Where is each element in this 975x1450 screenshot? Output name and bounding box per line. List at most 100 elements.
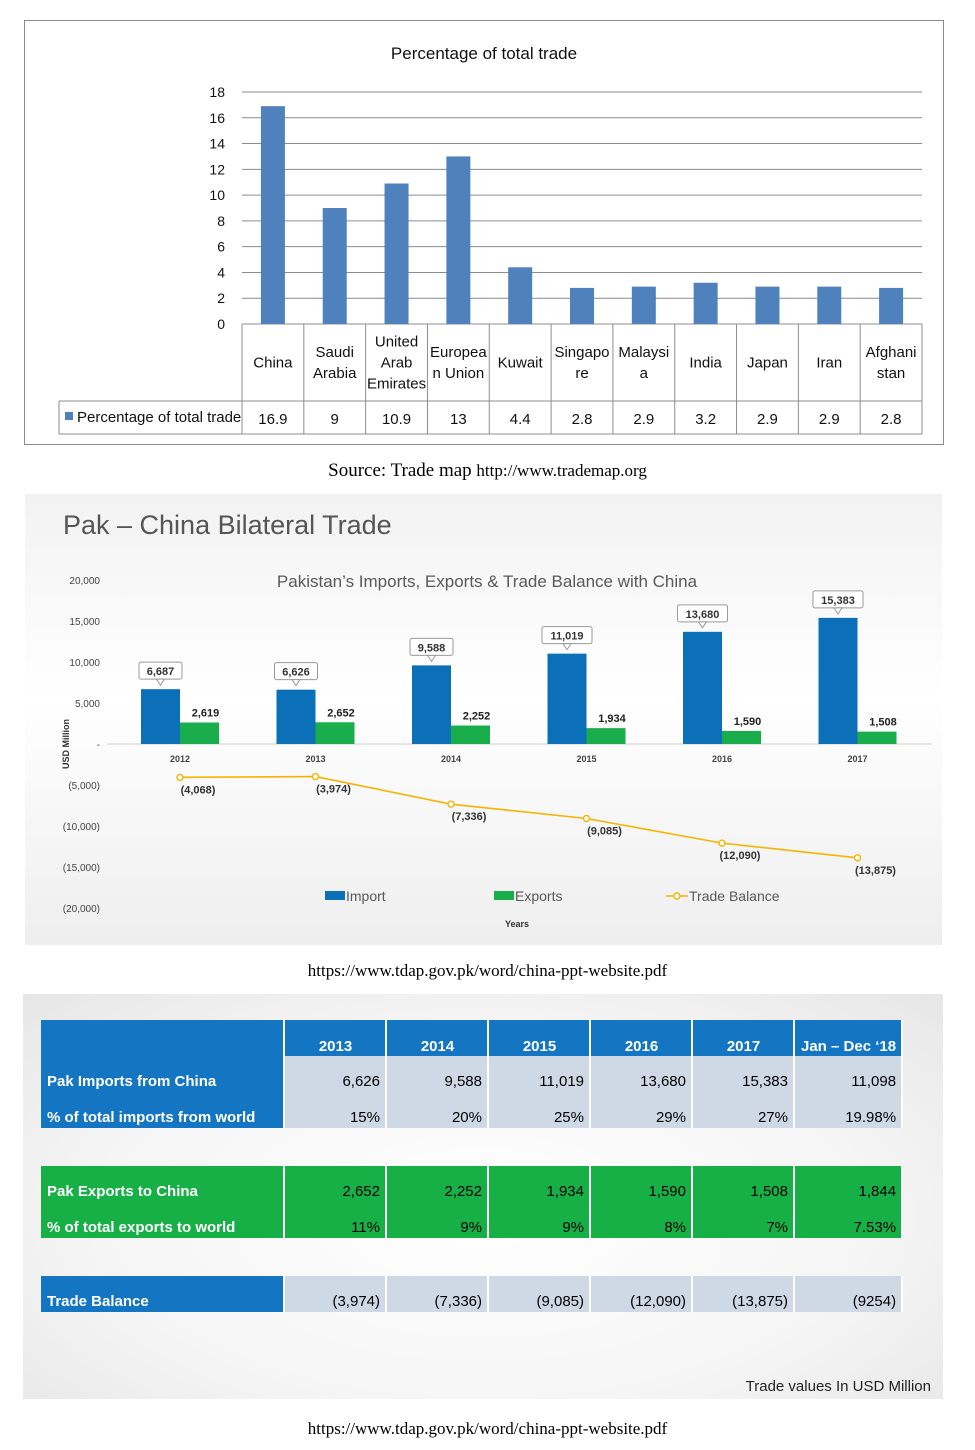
trade-balance-label: (3,974) [316,784,351,796]
bilateral-trade-panel: Pak – China Bilateral Trade Pakistan’s I… [25,494,942,945]
y-tick-label: 0 [217,316,225,332]
table-cell: 19.98% [794,1092,904,1128]
export-data-label: 2,619 [192,708,220,720]
import-bar [276,689,316,744]
export-bar [451,725,490,744]
export-bar [586,728,626,744]
table-cell: 9% [488,1202,591,1238]
table-cell: 20% [386,1092,489,1128]
row-label: Pak Imports from China [41,1056,285,1092]
export-bar [315,722,355,744]
units-note: Trade values In USD Million [745,1378,931,1395]
table-cell: 8% [590,1202,693,1238]
y-tick-label: (10,000) [63,822,100,833]
y-tick-label: - [97,740,100,751]
y-tick-label: 10,000 [69,658,100,669]
table-cell: 15,383 [692,1056,795,1092]
y-tick-label: (5,000) [68,781,100,792]
table-spacer [41,1238,902,1276]
x-tick-label: Afghani stan [866,344,917,382]
table-cell: (3,974) [284,1276,387,1312]
import-bar [412,665,451,744]
bar [631,286,656,324]
x-tick-label: India [689,355,722,372]
import-data-label: 9,588 [418,642,446,654]
data-table-value: 2.9 [757,411,778,428]
table-row: Trade Balance (3,974) (7,336) (9,085) (1… [41,1276,904,1312]
data-table-value: 16.9 [258,411,287,428]
x-tick-label: 2012 [170,754,190,764]
y-tick-label: 2 [217,290,225,306]
import-data-label: 13,680 [686,609,720,621]
bar [384,183,409,324]
trade-balance-point [853,854,862,862]
bar [322,208,347,324]
y-tick-label: 12 [209,161,225,177]
table-cell: 11,098 [794,1056,904,1092]
table-cell: 9,588 [386,1056,489,1092]
legend-label-balance: Trade Balance [689,888,780,904]
table-cell: 7% [692,1202,795,1238]
source-url[interactable]: http://www.trademap.org [476,461,647,480]
data-table-value: 3.2 [695,411,716,428]
table-cell: (9254) [794,1276,904,1312]
table-cell: 1,508 [692,1166,795,1202]
export-data-label: 2,252 [463,711,491,723]
legend-swatch-import [325,891,345,900]
export-bar [857,731,897,744]
import-callout-pointer [697,621,708,629]
trade-balance-label: (4,068) [181,784,216,796]
trade-share-chart: Percentage of total trade 0 2 4 6 8 10 12 14 16 18… [58,44,923,435]
export-data-label: 1,508 [869,717,897,729]
import-bar [683,631,722,744]
y-tick-label: 15,000 [69,617,100,628]
table-row: Pak Imports from China 6,626 9,588 11,01… [41,1056,904,1092]
bar [508,267,533,324]
header-corner-cell [41,1020,285,1056]
y-tick-label: 6 [217,239,225,255]
table-spacer [41,1128,902,1166]
source-caption-2[interactable]: https://www.tdap.gov.pk/word/china-ppt-w… [307,961,668,980]
table-cell: 2,652 [284,1166,387,1202]
trade-balance-label: (9,085) [587,825,622,837]
export-bar [180,722,219,744]
table-cell: (13,875) [692,1276,795,1312]
header-cell: Jan – Dec ‘18 [794,1020,904,1056]
import-data-label: 6,687 [147,666,175,678]
bar [260,106,285,324]
table-cell: 11% [284,1202,387,1238]
y-tick-label: 5,000 [75,699,100,710]
y-tick-label: 10 [209,187,225,203]
import-data-label: 11,019 [550,631,583,643]
y-tick-label: (20,000) [63,904,100,915]
data-table-value: 13 [450,411,467,428]
import-bar [141,689,180,744]
data-table-value: 2.8 [572,411,593,428]
import-callout-pointer [562,643,572,651]
row-label: Trade Balance [41,1276,285,1312]
table-cell: 9% [386,1202,489,1238]
source-caption-3[interactable]: https://www.tdap.gov.pk/word/china-ppt-w… [307,1419,668,1438]
table-cell: 11,019 [488,1056,591,1092]
x-tick-label: China [253,355,293,372]
table-cell: 6,626 [284,1056,387,1092]
table-row: Pak Exports to China 2,652 2,252 1,934 1… [41,1166,904,1202]
trade-balance-point [718,839,726,847]
legend-label: Percentage of total trade [77,409,241,426]
table-cell: 27% [692,1092,795,1128]
trade-balance-label: (13,875) [855,865,896,877]
export-data-label: 1,934 [598,713,626,725]
trade-table-panel: 2013 2014 2015 2016 2017 Jan – Dec ‘18 P… [23,994,943,1399]
table-cell: (9,085) [488,1276,591,1312]
header-cell: 2013 [284,1020,387,1056]
bar [879,287,904,324]
trade-balance-point [582,814,591,823]
row-label: % of total exports to world [41,1202,285,1238]
table-cell: 1,590 [590,1166,693,1202]
panel-heading: Pak – China Bilateral Trade [63,510,392,540]
source-prefix: Source: Trade map [328,460,477,481]
trade-balance-point [311,772,320,781]
x-tick-label: Singapo re [554,344,609,382]
data-table-value: 2.9 [819,411,840,428]
y-tick-label: 20,000 [69,576,100,587]
